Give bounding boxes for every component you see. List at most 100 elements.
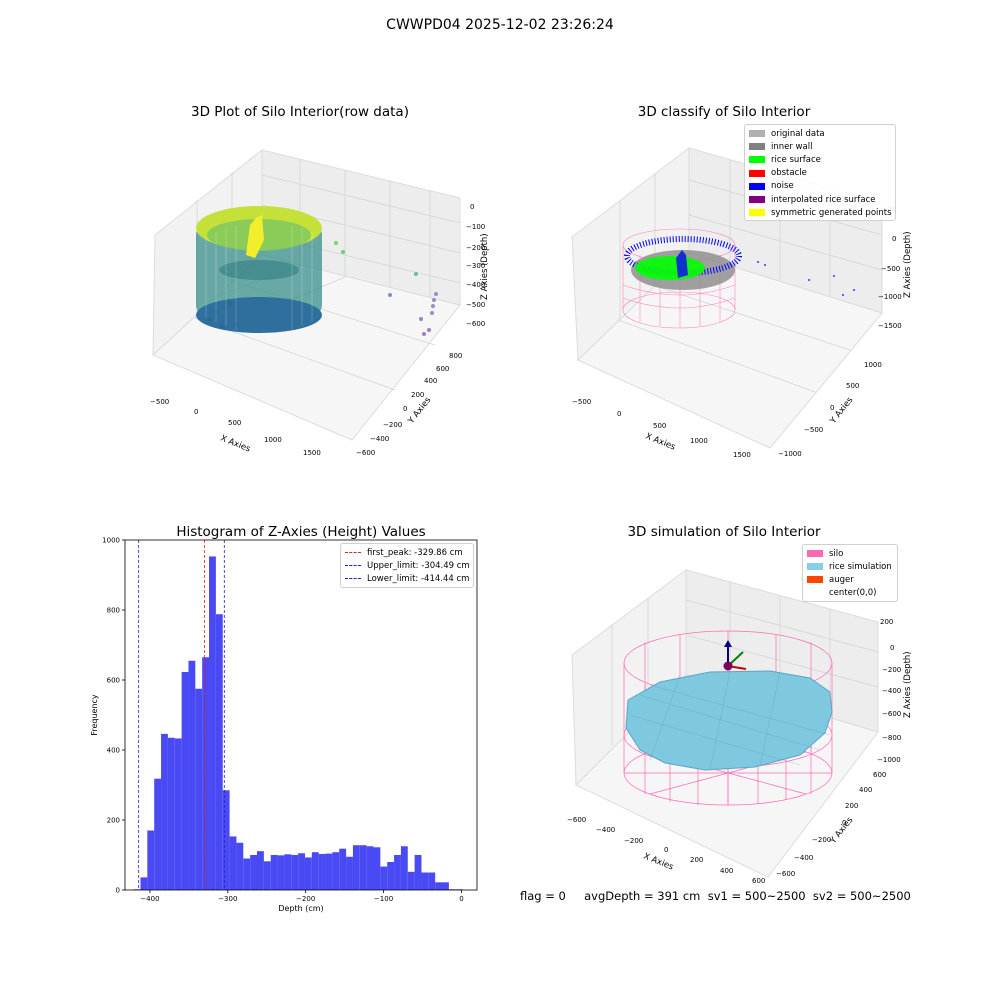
histogram-bar <box>298 853 305 890</box>
raw-cloud-stripes <box>205 226 313 330</box>
histogram-bar <box>394 855 401 890</box>
simulation-ytick: 600 <box>873 771 886 779</box>
histogram-bar <box>352 845 360 890</box>
classify-ztick: −1500 <box>878 322 902 330</box>
histogram-bar <box>428 872 436 890</box>
histogram-bar <box>263 861 271 890</box>
raw-zlabel: Z Axies (Depth) <box>480 233 490 300</box>
classify-xtick: −500 <box>572 398 591 406</box>
histogram-chart[interactable]: −400 −300 −200 −100 0 0 200 400 600 800 1000 Dept… <box>0 500 500 1000</box>
histogram-ylabel: Frequency <box>90 694 99 736</box>
simulation-legend: silo rice simulation auger center(0,0) <box>802 544 898 602</box>
raw-ytick: 0 <box>403 405 407 413</box>
simulation-plot-title: 3D simulation of Silo Interior <box>627 524 821 540</box>
histogram-bar <box>442 882 449 890</box>
legend-swatch <box>749 156 765 164</box>
legend-swatch <box>749 130 765 138</box>
histogram-bar <box>195 688 203 890</box>
histogram-bar <box>325 853 333 890</box>
classify-noise-points <box>757 261 855 296</box>
histogram-bar <box>435 882 443 890</box>
simulation-xtick: −600 <box>567 816 586 824</box>
legend-swatch <box>749 209 765 217</box>
legend-swatch <box>749 143 765 151</box>
x-tick-label: −400 <box>140 895 159 903</box>
classify-y-tick-labels: −1000 −500 0 500 1000 <box>778 361 882 458</box>
histogram-bar <box>140 877 148 890</box>
x-tick-label: −200 <box>296 895 315 903</box>
histogram-bar <box>277 855 285 890</box>
histogram-bar <box>318 853 326 890</box>
histogram-bar <box>400 846 408 890</box>
classify-ztick: 0 <box>892 235 896 243</box>
simulation-ytick: −200 <box>812 836 831 844</box>
raw-ztick: −200 <box>466 244 485 252</box>
raw-ytick: 400 <box>424 377 437 385</box>
x-tick-label: −100 <box>374 895 393 903</box>
simulation-xtick: −400 <box>596 826 615 834</box>
histogram-bar <box>270 855 278 890</box>
simulation-ztick: 200 <box>880 618 893 626</box>
legend-item: Lower_limit: -414.44 cm <box>345 572 469 585</box>
simulation-xtick: −200 <box>624 837 643 845</box>
classify-3d-plot[interactable]: −500 0 500 1000 1500 X Axies −1000 −500 … <box>500 0 1000 500</box>
simulation-xtick: 600 <box>752 877 765 885</box>
raw-outlier-points <box>334 241 438 336</box>
histogram-bar <box>421 872 429 890</box>
classify-xtick: 1500 <box>733 451 751 459</box>
histogram-title: Histogram of Z-Axies (Height) Values <box>176 524 426 540</box>
classify-plot-title: 3D classify of Silo Interior <box>637 104 811 120</box>
simulation-ztick: 0 <box>890 644 894 652</box>
raw-ylabel: Y Axies <box>406 395 434 427</box>
histogram-bar <box>222 790 230 890</box>
histogram-bar <box>236 842 244 890</box>
histogram-bar <box>407 871 415 890</box>
classify-xlabel: X Axies <box>644 432 677 453</box>
raw-ztick: −100 <box>466 223 485 231</box>
histogram-bar <box>311 852 319 890</box>
simulation-ytick: −600 <box>776 870 795 878</box>
raw-3d-plot[interactable]: −500 0 500 1000 1500 X Axies −600 −400 −… <box>0 0 500 500</box>
simulation-xtick: 400 <box>720 867 733 875</box>
classify-noise-cluster <box>676 250 688 278</box>
legend-swatch <box>807 550 823 558</box>
histogram-bar <box>154 778 162 890</box>
legend-swatch <box>807 589 823 597</box>
simulation-3d-plot[interactable]: −600 −400 −200 0 200 400 600 X Axies −60… <box>500 500 1000 1000</box>
histogram-bar <box>387 862 395 890</box>
histogram-bar <box>304 857 312 890</box>
histogram-bar <box>339 848 347 890</box>
simulation-ztick: −200 <box>882 666 901 674</box>
simulation-ytick: 400 <box>859 786 872 794</box>
legend-swatch <box>807 563 823 571</box>
histogram-bar <box>359 845 367 890</box>
legend-item: interpolated rice surface <box>749 193 891 206</box>
legend-swatch <box>749 196 765 204</box>
simulation-ytick: −400 <box>794 854 813 862</box>
raw-xtick: 1000 <box>264 436 282 444</box>
histogram-bar <box>373 847 381 890</box>
histogram-bar <box>215 614 223 890</box>
classify-xtick: 1000 <box>690 437 708 445</box>
classify-ztick: −500 <box>881 265 900 273</box>
classify-ytick: 500 <box>846 382 859 390</box>
legend-swatch <box>749 182 765 190</box>
raw-y-tick-labels: −600 −400 −200 0 200 400 600 800 <box>356 352 462 457</box>
histogram-bar <box>332 852 340 890</box>
histogram-bar <box>229 836 237 890</box>
legend-item: original data <box>749 127 891 140</box>
simulation-zlabel: Z Axies (Depth) <box>903 651 913 718</box>
classify-x-tick-labels: −500 0 500 1000 1500 <box>572 398 751 459</box>
simulation-ztick: −600 <box>882 710 901 718</box>
legend-item: symmetric generated points <box>749 206 892 219</box>
legend-item: inner wall <box>749 140 891 153</box>
raw-xtick: −500 <box>150 398 169 406</box>
simulation-ztick: −800 <box>882 734 901 742</box>
classify-floor-pane <box>577 252 883 449</box>
histogram-legend: first_peak: -329.86 cm Upper_limit: -304… <box>340 543 474 588</box>
y-tick-label: 800 <box>107 607 120 615</box>
histogram-bars <box>133 556 463 890</box>
histogram-bar <box>181 671 189 890</box>
histogram-bar <box>243 858 251 890</box>
status-footer: flag = 0 avgDepth = 391 cm sv1 = 500~250… <box>520 889 911 903</box>
